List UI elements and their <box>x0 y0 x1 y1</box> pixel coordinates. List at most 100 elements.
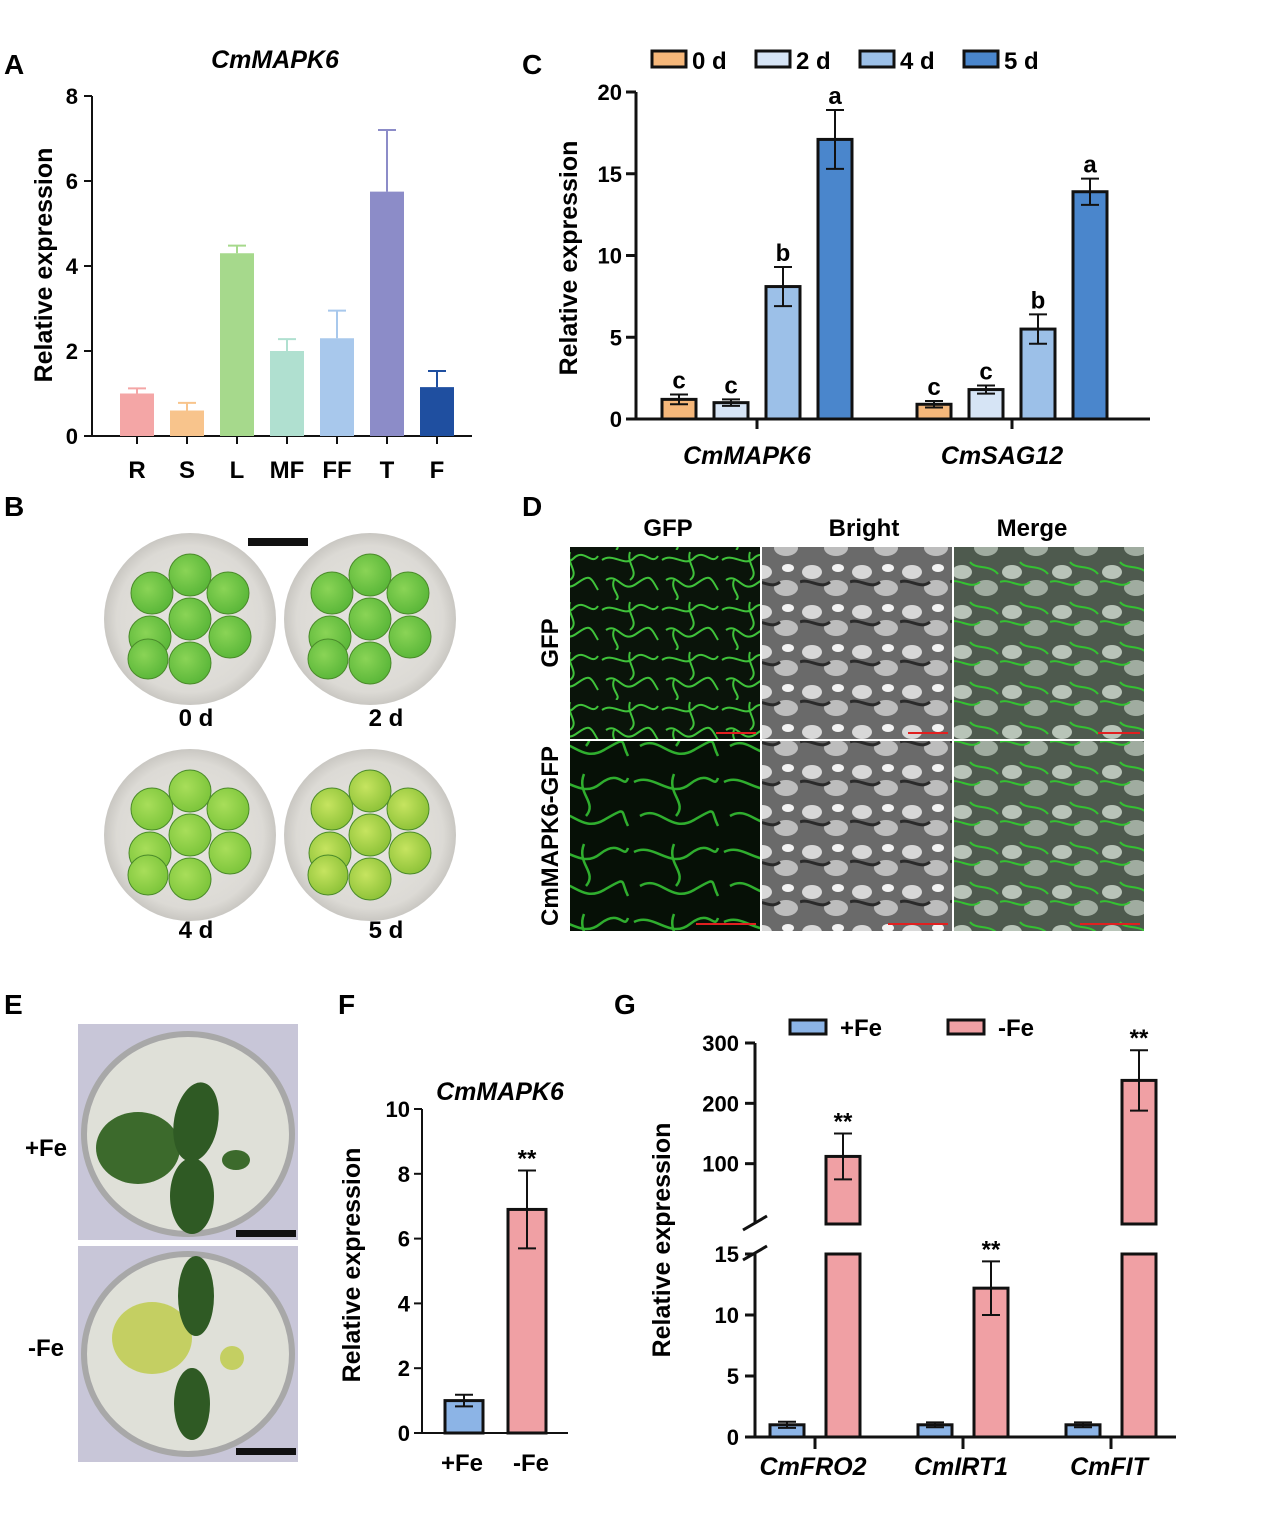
leaf-disc <box>168 641 212 685</box>
sig-mark: ** <box>518 1146 537 1173</box>
panel-label-g: G <box>614 989 636 1020</box>
x-tick-label: CmFIT <box>1070 1453 1151 1481</box>
panel-label-a: A <box>4 49 24 80</box>
legend-swatch <box>754 49 792 69</box>
x-tick-label: L <box>230 457 245 484</box>
y-tick-label: 0 <box>66 424 78 449</box>
col-header-bright: Bright <box>829 515 900 542</box>
panel-label-d: D <box>522 491 542 522</box>
x-tick-label: CmIRT1 <box>914 1453 1008 1481</box>
sig-letter: c <box>927 374 940 401</box>
leaf-disc <box>348 553 392 597</box>
bar-cmmapk6-3 <box>816 137 854 421</box>
y-tick-label: 4 <box>398 1291 411 1316</box>
panel-label-e: E <box>4 989 23 1020</box>
bar-f <box>420 387 454 436</box>
leaf-disc <box>388 615 432 659</box>
legend-swatch <box>788 1018 828 1036</box>
x-tick-label: -Fe <box>513 1450 549 1477</box>
seedling-leaf <box>96 1112 180 1184</box>
leaf-disc <box>310 571 354 615</box>
y-tick-label: 0 <box>398 1421 410 1446</box>
photo-label-plus-fe: +Fe <box>25 1135 67 1162</box>
x-tick-label: F <box>430 457 445 484</box>
y-tick-label: 0 <box>610 407 622 432</box>
x-tick-label: CmMAPK6 <box>683 442 812 470</box>
y-tick-label: 5 <box>610 325 622 350</box>
y-tick-label: 200 <box>702 1091 739 1116</box>
bar-r <box>120 393 154 436</box>
leaf-disc <box>130 787 174 831</box>
leaf-disc <box>208 831 252 875</box>
y-tick-label: 8 <box>66 84 78 109</box>
row-label-fusion: CmMAPK6-GFP <box>537 746 564 926</box>
leaf-disc <box>348 597 392 641</box>
x-tick-label: CmFRO2 <box>760 1453 867 1481</box>
panel-b-photos: 0 d 2 d 4 d 5 d <box>104 533 456 944</box>
micrograph-gfp-bright <box>762 547 952 739</box>
photo-label-minus-fe: -Fe <box>28 1335 64 1362</box>
x-tick-label: S <box>179 457 195 484</box>
y-tick-label: 8 <box>398 1162 410 1187</box>
sig-letter: c <box>979 358 992 385</box>
leaf-disc <box>127 638 169 680</box>
y-tick-label: 6 <box>398 1227 410 1252</box>
x-tick-label: R <box>128 457 145 484</box>
x-tick-label: T <box>380 457 395 484</box>
micrograph-fusion-bright <box>762 741 952 931</box>
leaf-disc <box>307 854 349 896</box>
leaf-disc <box>386 787 430 831</box>
sig-letter: b <box>776 240 791 267</box>
photo-label-2d: 2 d <box>369 705 404 732</box>
sig-letter: c <box>672 367 685 394</box>
chart-f-title: CmMAPK6 <box>436 1078 565 1106</box>
leaf-disc <box>168 553 212 597</box>
legend-swatch <box>946 1018 986 1036</box>
chart-c-ylabel: Relative expression <box>555 141 583 376</box>
chart-f: CmMAPK6 Relative expression 0 2 4 6 8 10 +Fe **… <box>338 1078 568 1477</box>
x-tick-label: FF <box>322 457 351 484</box>
y-tick-label: 10 <box>386 1097 410 1122</box>
sig-letter: c <box>724 372 737 399</box>
y-tick-label: 15 <box>598 162 622 187</box>
y-tick-label: 4 <box>66 254 79 279</box>
leaf-disc <box>208 615 252 659</box>
leaf-disc <box>206 787 250 831</box>
bar-s <box>170 410 204 436</box>
leaf-disc <box>388 831 432 875</box>
y-tick-label: 5 <box>727 1364 739 1389</box>
leaf-disc <box>348 857 392 901</box>
micrograph-gfp-gfp <box>570 547 760 739</box>
col-header-merge: Merge <box>997 515 1068 542</box>
bar-lower-2-1 <box>1120 1252 1158 1439</box>
leaf-disc <box>168 857 212 901</box>
photo-label-4d: 4 d <box>179 917 214 944</box>
chlorotic-leaf <box>112 1302 192 1374</box>
sig-letter: a <box>1083 152 1097 179</box>
photo-label-0d: 0 d <box>179 705 214 732</box>
sig-letter: a <box>828 83 842 110</box>
x-tick-label: +Fe <box>441 1450 483 1477</box>
panel-label-b: B <box>4 491 24 522</box>
x-tick-label: MF <box>270 457 305 484</box>
sig-mark: ** <box>982 1236 1001 1263</box>
panel-d-micrographs: GFP Bright Merge GFP CmMAPK6-GFP <box>537 515 1144 931</box>
legend-label: 0 d <box>692 48 727 75</box>
leaf-disc <box>348 813 392 857</box>
panel-e-photos: +Fe -Fe <box>25 1024 298 1462</box>
legend-label: 2 d <box>796 48 831 75</box>
leaf-disc <box>310 787 354 831</box>
legend-label: 5 d <box>1004 48 1039 75</box>
panel-label-c: C <box>522 49 542 80</box>
leaf-disc <box>168 769 212 813</box>
y-tick-label: 2 <box>66 339 78 364</box>
bar-t <box>370 191 404 436</box>
sig-letter: b <box>1031 287 1046 314</box>
chart-a-ylabel: Relative expression <box>30 148 58 383</box>
legend-label: 4 d <box>900 48 935 75</box>
micrograph-fusion-gfp <box>570 741 760 931</box>
y-tick-label: 15 <box>715 1242 739 1267</box>
chart-f-ylabel: Relative expression <box>338 1148 366 1383</box>
photo-label-5d: 5 d <box>369 917 404 944</box>
